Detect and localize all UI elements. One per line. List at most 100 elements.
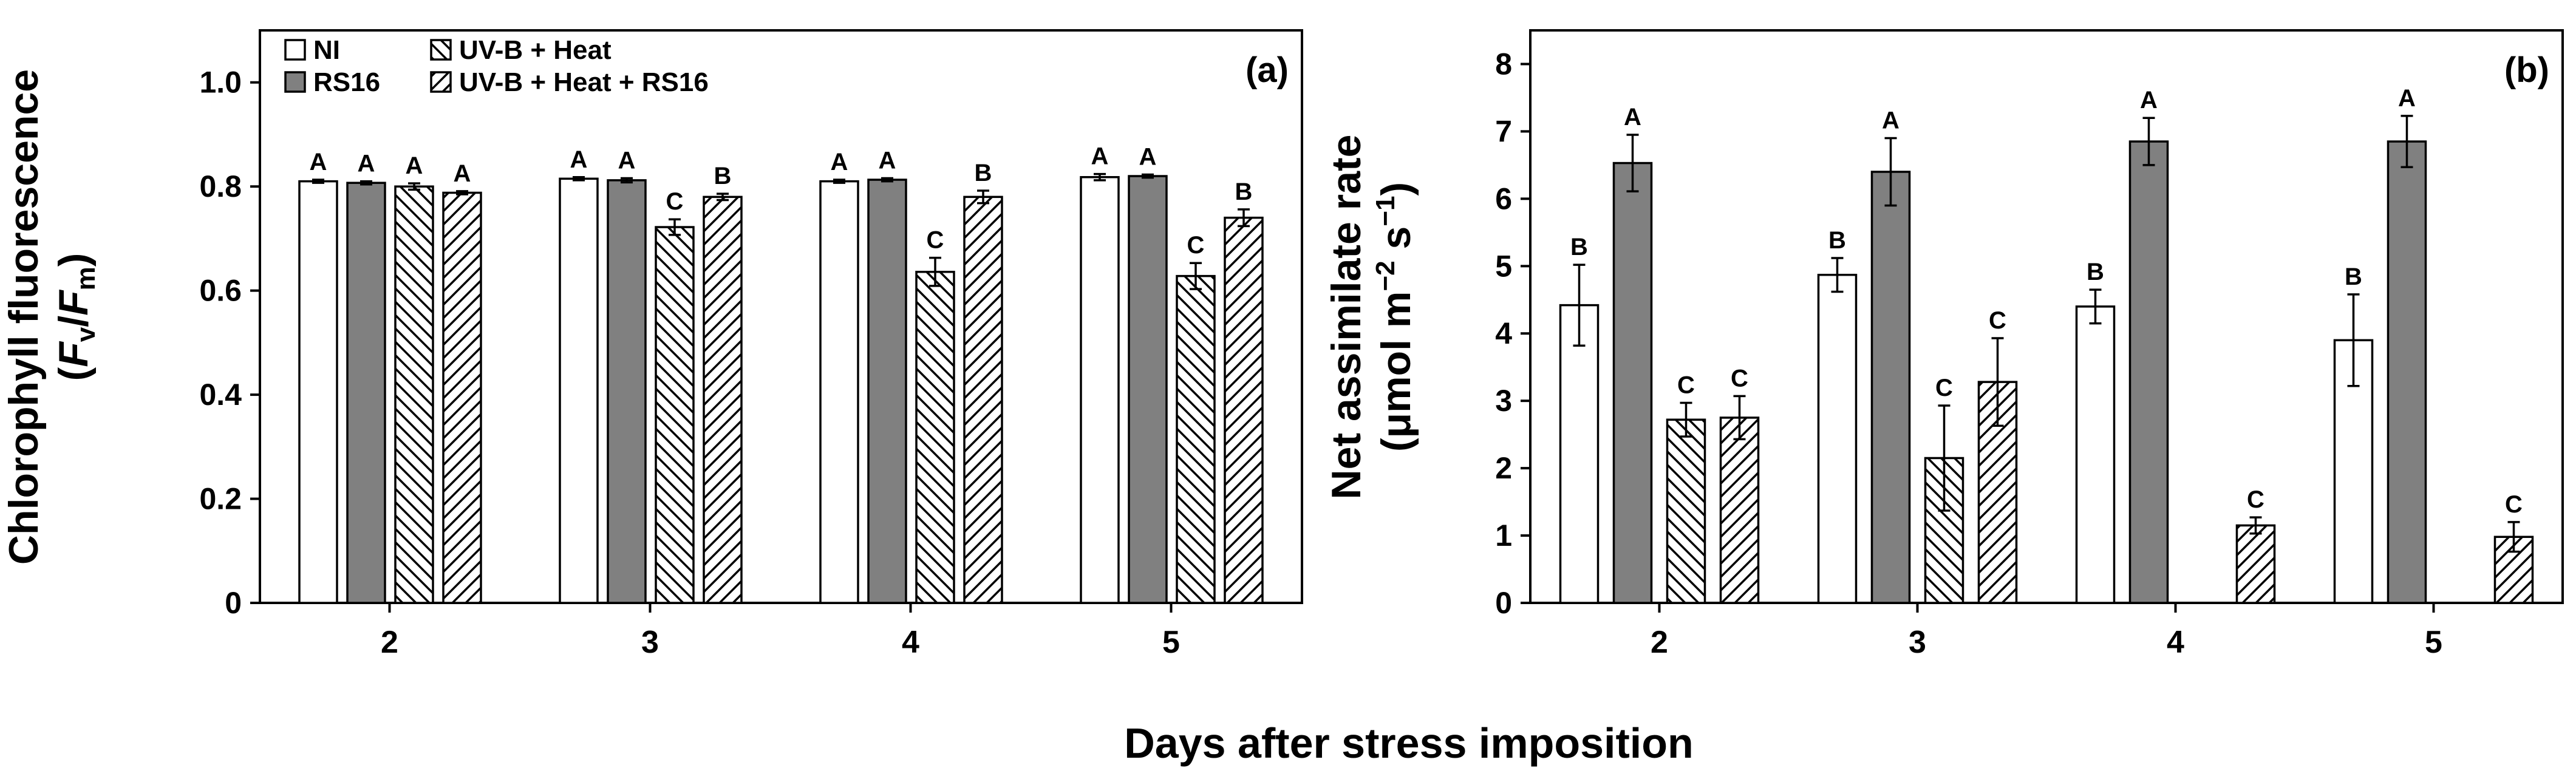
b-letter-uvb-heat-day2: C — [1677, 372, 1695, 399]
shared-xlabel: Days after stress imposition — [1124, 719, 1694, 767]
panel-a-label: (a) — [1245, 50, 1289, 90]
a-letter-uvb-heat-day3: C — [666, 188, 684, 215]
panel-b-bars — [1559, 140, 2534, 604]
a-letter-ni-day4: A — [831, 149, 848, 175]
b-letter-ni-day5: B — [2345, 264, 2362, 290]
legend-swatch-uvb-heat — [430, 39, 452, 61]
legend: NI RS16 UV-B + Heat UV-B + Heat + RS16 — [284, 35, 709, 97]
b-letter-ni-day2: B — [1570, 234, 1588, 260]
b-bar-uvb-heat-day2 — [1666, 418, 1706, 604]
a-ytick-label: 1.0 — [199, 66, 242, 100]
a-letter-ni-day5: A — [1091, 143, 1109, 170]
panel-b-error-bars — [1573, 115, 2520, 553]
a-bar-ni-day4 — [819, 180, 859, 604]
b-bar-ni-day4 — [2075, 305, 2116, 604]
b-bar-rs16-day3 — [1870, 171, 1911, 604]
a-xtick-label: 5 — [1162, 625, 1180, 660]
a-bar-rs16-day3 — [607, 179, 647, 604]
a-bar-uvb-heat-rs16-day5 — [1224, 216, 1264, 604]
b-bar-rs16-day4 — [2128, 140, 2169, 604]
b-bar-ni-day2 — [1559, 304, 1600, 604]
a-ytick-label: 0 — [225, 586, 242, 620]
b-xtick-label: 5 — [2425, 625, 2442, 660]
a-letter-rs16-day5: A — [1139, 143, 1157, 170]
a-letter-uvb-heat-rs16-day3: B — [714, 163, 732, 189]
a-letter-uvb-heat-day2: A — [406, 152, 423, 179]
a-xtick-label: 4 — [902, 625, 919, 660]
a-bar-rs16-day2 — [346, 182, 386, 604]
a-bar-ni-day3 — [559, 177, 599, 604]
panel-b-ylabel-line1: Net assimilate rate — [1323, 135, 1369, 500]
b-ytick-label: 8 — [1495, 47, 1512, 81]
b-letter-rs16-day4: A — [2140, 87, 2158, 114]
panel-b-ylabel-line2: (μmol m−2 s−1) — [1371, 182, 1419, 452]
panel-b-chart: B A C C B A C C B A C B A C 0 1 2 3 4 5 6 7 8 2 3 4 5 (b) Net as… — [1323, 29, 2564, 660]
a-bar-ni-day5 — [1080, 176, 1120, 604]
a-letter-uvb-heat-day4: C — [927, 227, 944, 254]
legend-swatch-uvb-heat-rs16 — [430, 71, 452, 93]
a-bar-uvb-heat-day4 — [915, 271, 955, 604]
panel-b-label: (b) — [2504, 50, 2549, 90]
panel-a-axes — [250, 81, 1173, 613]
panel-a-ylabel: Chlorophyll fluorescence (Fv/Fm) — [1, 69, 101, 565]
a-bar-rs16-day4 — [867, 178, 907, 604]
b-letter-rs16-day5: A — [2398, 85, 2416, 112]
b-ytick-label: 5 — [1495, 249, 1512, 283]
panel-b-significance-letters: B A C C B A C C B A C B A C — [1570, 85, 2523, 518]
b-bar-uvb-heat-rs16-day4 — [2235, 524, 2276, 604]
legend-swatch-rs16 — [284, 71, 306, 93]
b-letter-uvb-heat-rs16-day2: C — [1731, 365, 1748, 392]
panel-a-chart: A A A A A A C B A A C B A A C B 0 0.2 0.4 0.6 0.8 1.0 2 3 4 5 (… — [1, 29, 1303, 660]
panel-a-xtick-labels: 2 3 4 5 — [381, 625, 1180, 660]
b-ytick-label: 4 — [1495, 316, 1512, 350]
b-letter-uvb-heat-rs16-day5: C — [2505, 491, 2523, 518]
a-bar-uvb-heat-rs16-day4 — [963, 195, 1003, 604]
panel-b-xtick-labels: 2 3 4 5 — [1651, 625, 2442, 660]
legend-label-uvb-heat: UV-B + Heat — [459, 35, 612, 65]
b-ytick-label: 1 — [1495, 518, 1512, 552]
panel-a-ytick-labels: 0 0.2 0.4 0.6 0.8 1.0 — [199, 66, 242, 620]
b-ytick-label: 6 — [1495, 182, 1512, 216]
a-bar-uvb-heat-day3 — [655, 226, 695, 604]
b-ytick-label: 2 — [1495, 451, 1512, 485]
panel-a-error-bars — [312, 172, 1250, 290]
panel-b-axes — [1521, 63, 2435, 613]
a-letter-uvb-heat-rs16-day2: A — [454, 160, 471, 187]
b-bar-rs16-day5 — [2387, 140, 2427, 604]
a-bar-uvb-heat-day5 — [1176, 274, 1216, 604]
b-xtick-label: 4 — [2167, 625, 2184, 660]
b-bar-uvb-heat-rs16-day2 — [1719, 416, 1760, 604]
panel-b-ylabel: Net assimilate rate (μmol m−2 s−1) — [1323, 135, 1419, 500]
a-xtick-label: 3 — [641, 625, 659, 660]
legend-label-ni: NI — [313, 35, 340, 65]
a-bar-uvb-heat-rs16-day2 — [442, 191, 482, 604]
panel-a-significance-letters: A A A A A A C B A A C B A A C B — [310, 143, 1253, 259]
panel-a-bars — [298, 175, 1264, 604]
a-letter-uvb-heat-rs16-day4: B — [975, 160, 992, 186]
a-letter-rs16-day3: A — [618, 147, 636, 174]
b-bar-ni-day3 — [1817, 273, 1858, 604]
b-bar-uvb-heat-rs16-day3 — [1977, 381, 2018, 604]
b-letter-uvb-heat-rs16-day3: C — [1989, 307, 2006, 334]
b-letter-ni-day4: B — [2087, 259, 2104, 285]
a-ytick-label: 0.2 — [199, 482, 242, 516]
a-bar-uvb-heat-rs16-day3 — [703, 195, 743, 604]
a-letter-rs16-day2: A — [358, 151, 375, 177]
a-ytick-label: 0.6 — [199, 274, 242, 308]
a-letter-uvb-heat-day5: C — [1187, 232, 1205, 259]
legend-label-rs16: RS16 — [313, 67, 380, 97]
panel-a-plot-frame — [259, 29, 1303, 604]
a-letter-ni-day2: A — [310, 149, 327, 175]
b-bar-rs16-day2 — [1612, 162, 1653, 604]
panel-b-ytick-labels: 0 1 2 3 4 5 6 7 8 — [1495, 47, 1512, 620]
a-letter-uvb-heat-rs16-day5: B — [1235, 178, 1253, 205]
b-ytick-label: 3 — [1495, 384, 1512, 418]
b-ytick-label: 7 — [1495, 114, 1512, 148]
a-ytick-label: 0.4 — [199, 378, 242, 412]
panel-b-plot-frame — [1529, 29, 2564, 604]
a-xtick-label: 2 — [381, 625, 398, 660]
a-bar-ni-day2 — [298, 180, 338, 604]
legend-swatch-ni — [284, 39, 306, 61]
a-bar-rs16-day5 — [1128, 175, 1168, 604]
